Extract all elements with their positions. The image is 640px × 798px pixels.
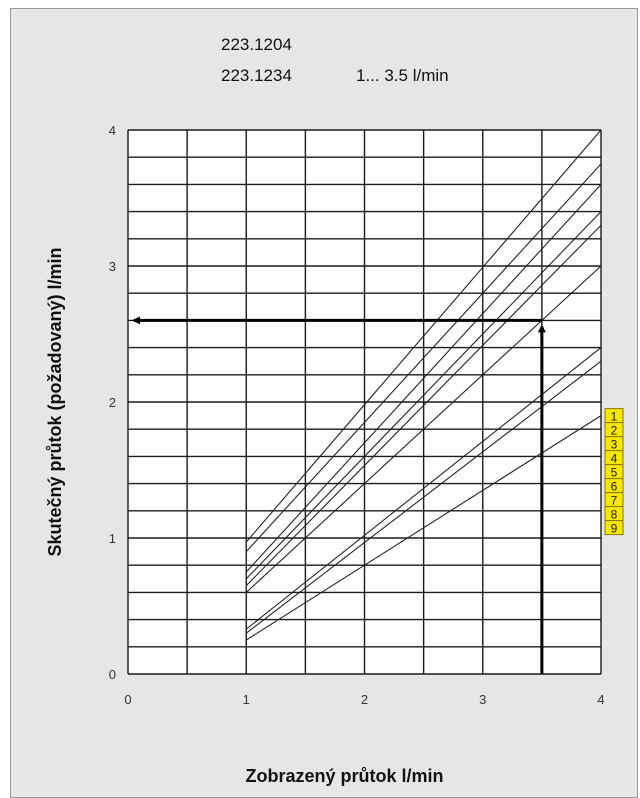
chart-title-line-2: 223.1234 bbox=[221, 66, 292, 85]
series-badge-label-4: 4 bbox=[611, 452, 618, 466]
series-badge-label-6: 6 bbox=[611, 480, 618, 494]
x-axis-title: Zobrazený průtok l/min bbox=[245, 766, 443, 786]
series-badge-label-1: 1 bbox=[611, 410, 618, 424]
series-badge-label-2: 2 bbox=[611, 424, 618, 438]
series-line-6 bbox=[245, 211, 602, 580]
series-badge-label-7: 7 bbox=[611, 494, 618, 508]
series-badge-label-5: 5 bbox=[611, 466, 618, 480]
x-tick-label: 0 bbox=[124, 692, 131, 707]
y-tick-label: 0 bbox=[109, 667, 116, 682]
chart-range-label: 1... 3.5 l/min bbox=[356, 66, 449, 85]
series-badge-9 bbox=[604, 520, 624, 536]
series-line-5 bbox=[245, 224, 602, 586]
series-line-9 bbox=[245, 129, 602, 543]
x-tick-label: 2 bbox=[361, 692, 368, 707]
y-tick-label: 3 bbox=[109, 259, 116, 274]
x-tick-label: 1 bbox=[243, 692, 250, 707]
y-axis-title: Skutečný průtok (požadovaný) l/min bbox=[45, 247, 65, 556]
series-line-7 bbox=[245, 184, 602, 573]
series-badge-label-9: 9 bbox=[611, 522, 618, 536]
chart-title-line-1: 223.1204 bbox=[221, 35, 292, 54]
series-badge-label-3: 3 bbox=[611, 438, 618, 452]
series-line-8 bbox=[245, 163, 602, 552]
y-tick-label: 4 bbox=[109, 123, 116, 138]
x-tick-label: 3 bbox=[479, 692, 486, 707]
series-badge-label-8: 8 bbox=[611, 508, 618, 522]
x-tick-label: 4 bbox=[597, 692, 604, 707]
y-tick-label: 1 bbox=[109, 531, 116, 546]
y-tick-label: 2 bbox=[109, 395, 116, 410]
